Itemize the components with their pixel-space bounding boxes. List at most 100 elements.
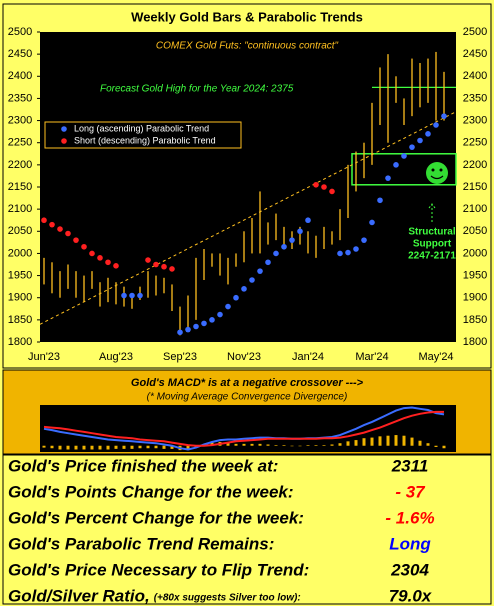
trend-dot	[65, 230, 71, 237]
histogram-bar	[338, 443, 342, 446]
histogram-bar	[362, 438, 366, 446]
histogram-bar	[170, 445, 174, 449]
stat-value: Long	[389, 534, 431, 553]
histogram-bar	[354, 440, 358, 446]
stat-value: 2304	[390, 560, 429, 579]
legend-label: Long (ascending) Parabolic Trend	[74, 123, 209, 133]
smiley	[426, 162, 448, 184]
histogram-bar	[130, 445, 134, 449]
stats-panel	[2, 454, 492, 605]
x-tick-label: Nov'23	[227, 351, 261, 363]
histogram-bar	[418, 440, 422, 446]
trend-dot	[217, 311, 223, 318]
trend-dot	[241, 286, 247, 292]
y-tick-label: 2400	[8, 70, 32, 82]
legend	[44, 121, 242, 149]
histogram-bar	[386, 435, 390, 446]
histogram-bar	[378, 436, 382, 446]
stat-note: (+80x suggests Silver too low):	[154, 593, 301, 604]
trend-dot	[345, 249, 351, 256]
stat-label: Gold's Price Necessary to Flip Trend:	[8, 560, 309, 579]
support-arrow	[428, 203, 436, 222]
y2-tick-label: 2300	[463, 114, 487, 126]
stat-value: 2311	[391, 456, 429, 475]
stat-value: - 37	[395, 482, 426, 501]
histogram-bar	[162, 445, 166, 449]
trend-dot	[409, 144, 415, 150]
trend-dot	[185, 326, 191, 333]
trend-dot	[225, 303, 231, 310]
x-tick-label: Mar'24	[355, 351, 388, 363]
trend-dot	[89, 250, 95, 257]
support-label: 2247-2171	[408, 251, 456, 262]
histogram-bar	[274, 445, 278, 446]
histogram-bar	[298, 445, 302, 447]
histogram-bar	[402, 435, 406, 446]
chart-subtitle: COMEX Gold Futs: "continuous contract"	[156, 41, 339, 52]
trend-dot	[433, 122, 439, 128]
histogram-bar	[394, 435, 398, 446]
histogram-bar	[90, 445, 94, 450]
histogram-bar	[410, 437, 414, 446]
trend-dot	[41, 217, 47, 224]
trend-dot	[361, 237, 367, 243]
histogram-bar	[186, 445, 190, 451]
legend-marker	[61, 126, 67, 132]
histogram-bar	[50, 445, 54, 449]
y2-tick-label: 1800	[463, 336, 487, 348]
y-tick-label: 1900	[8, 292, 32, 304]
y-tick-label: 2500	[8, 26, 32, 38]
trend-dot	[81, 243, 87, 250]
trend-dot	[441, 113, 447, 119]
histogram-bar	[258, 443, 262, 446]
histogram-bar	[370, 437, 374, 446]
y-tick-label: 1800	[8, 336, 32, 348]
stat-label: Gold/Silver Ratio,	[8, 586, 150, 605]
x-tick-label: Aug'23	[99, 351, 133, 363]
y-tick-label: 2150	[8, 181, 32, 193]
trend-dot	[153, 261, 159, 268]
stat-value: 79.0x	[389, 586, 433, 605]
histogram-bar	[82, 445, 86, 450]
histogram-bar	[434, 445, 438, 447]
trend-dot	[393, 162, 399, 168]
histogram-bar	[242, 443, 246, 446]
trend-dot	[193, 323, 199, 330]
y-tick-label: 2000	[8, 247, 32, 259]
trend-dot	[281, 243, 287, 250]
trend-dot	[257, 268, 263, 274]
chart-title: Weekly Gold Bars & Parabolic Trends	[131, 9, 363, 24]
trend-dot	[121, 292, 127, 299]
trend-dot	[145, 257, 151, 263]
trend-dot	[57, 226, 63, 232]
plot-area	[40, 32, 456, 342]
y-tick-label: 2200	[8, 159, 32, 171]
x-tick-label: Jun'23	[28, 351, 60, 363]
trend-dot	[97, 255, 103, 261]
y-tick-label: 2250	[8, 137, 32, 149]
histogram-bar	[330, 444, 334, 446]
trend-dot	[369, 219, 375, 226]
chart-frame	[2, 3, 492, 369]
trend-dot	[385, 175, 391, 181]
trend-dot	[105, 259, 111, 266]
y2-tick-label: 2200	[463, 159, 487, 171]
histogram-bar	[346, 441, 350, 446]
x-tick-label: May'24	[418, 351, 453, 363]
y2-tick-label: 1950	[463, 269, 487, 281]
histogram-bar	[426, 443, 430, 446]
histogram-bar	[58, 445, 62, 450]
trend-dot	[313, 181, 319, 188]
y-tick-label: 1950	[8, 269, 32, 281]
stat-label: Gold's Percent Change for the week:	[8, 508, 304, 527]
trend-dot	[233, 294, 239, 301]
trend-dot	[297, 228, 303, 235]
histogram-bar	[226, 442, 230, 446]
trend-dot	[113, 263, 119, 269]
y2-tick-label: 2050	[463, 225, 487, 237]
y-tick-label: 2050	[8, 225, 32, 237]
y2-tick-label: 2350	[463, 92, 487, 104]
x-tick-label: Sep'23	[163, 351, 197, 363]
trend-dot	[417, 137, 423, 144]
